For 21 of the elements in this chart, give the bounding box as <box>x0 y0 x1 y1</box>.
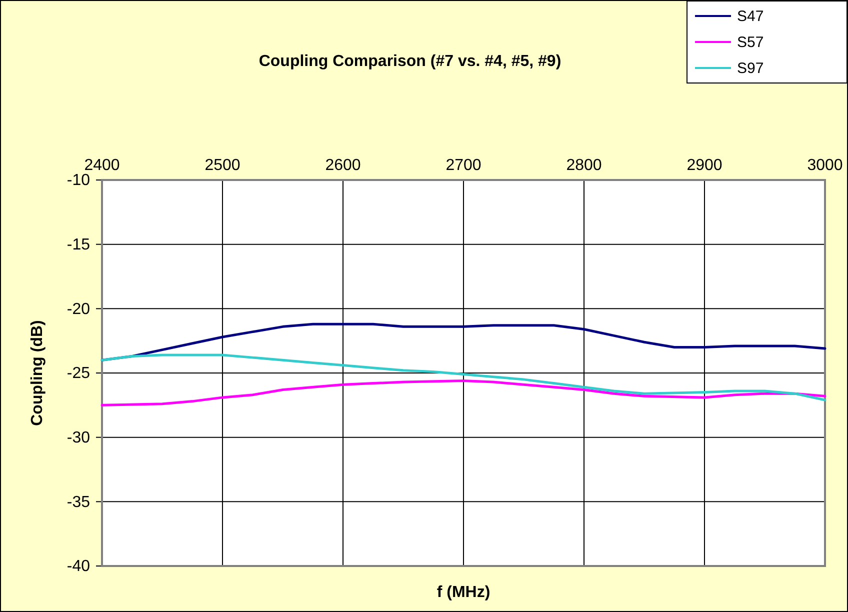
x-tick-label: 2900 <box>686 157 722 174</box>
x-tick-label: 2500 <box>204 157 240 174</box>
x-tick-label: 2400 <box>84 157 120 174</box>
x-tick-label: 2800 <box>566 157 602 174</box>
y-tick-label: -30 <box>66 429 90 446</box>
x-axis-title: f (MHz) <box>436 584 490 601</box>
y-tick-label: -35 <box>66 494 90 511</box>
y-tick-label: -40 <box>66 558 90 576</box>
y-axis-title: Coupling (dB) <box>29 320 46 426</box>
line-series <box>100 379 826 406</box>
legend-label: S47 <box>737 8 764 25</box>
y-tick-label: -10 <box>66 172 90 190</box>
legend-label: S97 <box>737 60 764 77</box>
legend-label: S57 <box>737 34 764 51</box>
y-tick-label: -20 <box>66 300 90 318</box>
x-tick-label: 2700 <box>446 157 482 174</box>
x-tick-label: 2600 <box>325 157 361 174</box>
x-tick-label: 3000 <box>807 157 843 174</box>
y-tick-label: -25 <box>66 365 90 382</box>
chart-title: Coupling Comparison (#7 vs. #4, #5, #9) <box>258 53 562 70</box>
y-tick-label: -15 <box>66 236 90 254</box>
